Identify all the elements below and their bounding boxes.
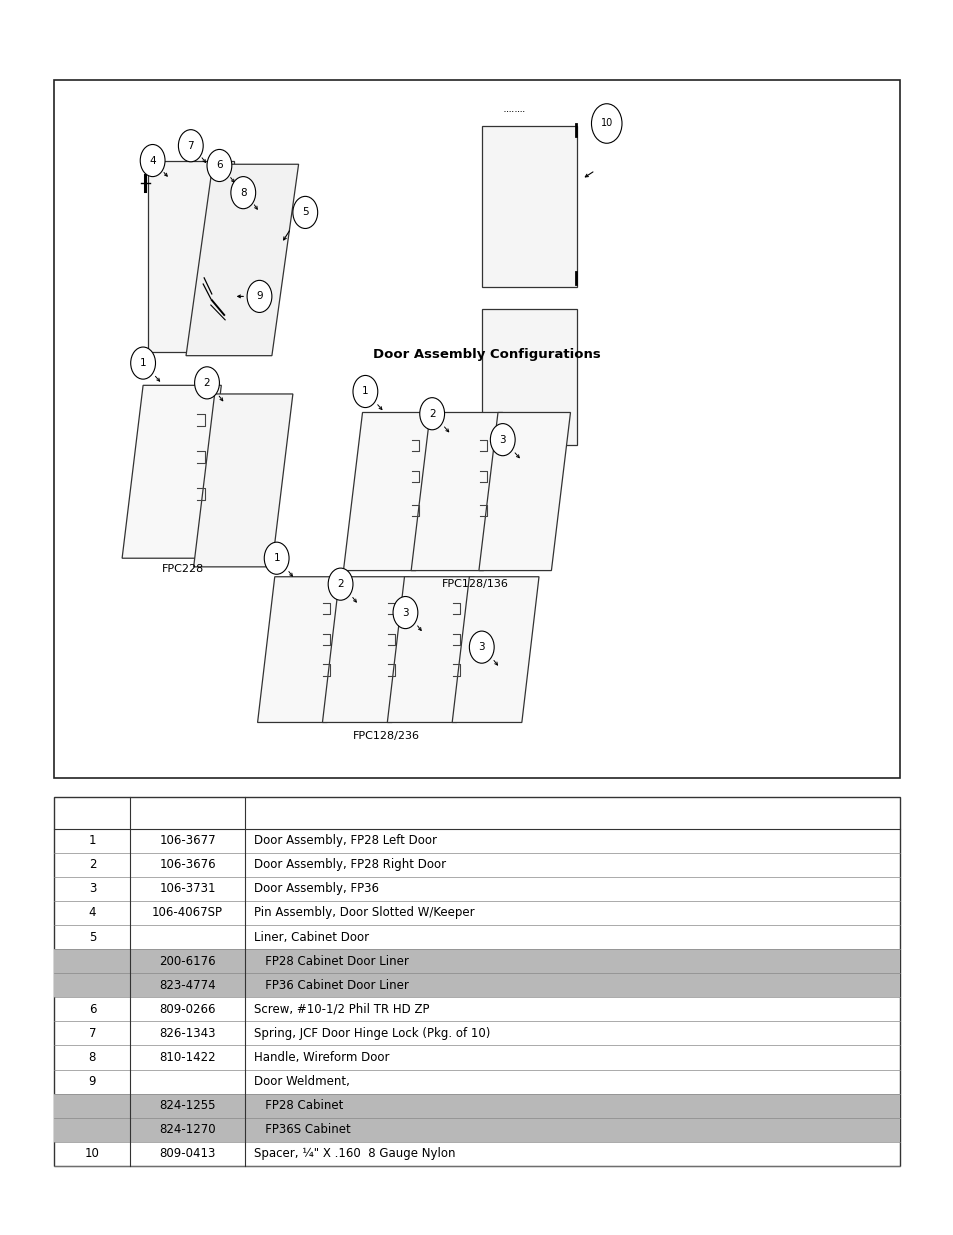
Text: 9: 9: [256, 291, 262, 301]
Text: FPC128/236: FPC128/236: [353, 731, 419, 741]
Bar: [54, 950, 899, 973]
Polygon shape: [481, 126, 577, 287]
Bar: [54, 797, 899, 1166]
Text: Pin Assembly, Door Slotted W/Keeper: Pin Assembly, Door Slotted W/Keeper: [253, 906, 475, 920]
Circle shape: [419, 398, 444, 430]
Circle shape: [490, 424, 515, 456]
Text: 824-1270: 824-1270: [159, 1123, 215, 1136]
Text: 1: 1: [89, 834, 96, 847]
Circle shape: [131, 347, 155, 379]
Polygon shape: [122, 385, 221, 558]
Polygon shape: [478, 412, 570, 571]
Circle shape: [393, 597, 417, 629]
Text: FP36 Cabinet Door Liner: FP36 Cabinet Door Liner: [253, 978, 409, 992]
Text: 1: 1: [140, 358, 146, 368]
Text: 4: 4: [89, 906, 96, 920]
Text: 7: 7: [188, 141, 193, 151]
Text: 6: 6: [216, 161, 222, 170]
Polygon shape: [322, 577, 409, 722]
Bar: [54, 80, 899, 778]
Polygon shape: [257, 577, 344, 722]
Text: 3: 3: [402, 608, 408, 618]
Text: 2: 2: [429, 409, 435, 419]
Polygon shape: [387, 577, 474, 722]
Circle shape: [207, 149, 232, 182]
Text: Handle, Wireform Door: Handle, Wireform Door: [253, 1051, 389, 1065]
Circle shape: [469, 631, 494, 663]
Text: 7: 7: [89, 1026, 96, 1040]
Text: Liner, Cabinet Door: Liner, Cabinet Door: [253, 930, 369, 944]
Circle shape: [591, 104, 621, 143]
Text: 2: 2: [337, 579, 343, 589]
Text: 106-3676: 106-3676: [159, 858, 215, 872]
Text: FP28 Cabinet: FP28 Cabinet: [253, 1099, 343, 1113]
Text: Spacer, ¼" X .160  8 Gauge Nylon: Spacer, ¼" X .160 8 Gauge Nylon: [253, 1147, 456, 1161]
Text: 8: 8: [240, 188, 246, 198]
Text: 809-0266: 809-0266: [159, 1003, 215, 1016]
Text: 1: 1: [274, 553, 279, 563]
Text: 826-1343: 826-1343: [159, 1026, 215, 1040]
Text: 3: 3: [499, 435, 505, 445]
Polygon shape: [148, 161, 233, 352]
Circle shape: [293, 196, 317, 228]
Circle shape: [328, 568, 353, 600]
Text: 2: 2: [204, 378, 210, 388]
Text: 3: 3: [478, 642, 484, 652]
Circle shape: [178, 130, 203, 162]
Text: 106-4067SP: 106-4067SP: [152, 906, 223, 920]
Polygon shape: [411, 412, 502, 571]
Text: 8: 8: [89, 1051, 96, 1065]
Polygon shape: [193, 394, 293, 567]
Text: 1: 1: [362, 387, 368, 396]
Text: Door Assembly, FP36: Door Assembly, FP36: [253, 882, 378, 895]
Bar: [54, 1094, 899, 1118]
Text: 6: 6: [89, 1003, 96, 1016]
Text: Screw, #10-1/2 Phil TR HD ZP: Screw, #10-1/2 Phil TR HD ZP: [253, 1003, 429, 1016]
Text: 5: 5: [302, 207, 308, 217]
Polygon shape: [481, 309, 577, 445]
Text: 809-0413: 809-0413: [159, 1147, 215, 1161]
Text: FP36S Cabinet: FP36S Cabinet: [253, 1123, 351, 1136]
Polygon shape: [186, 164, 298, 356]
Circle shape: [264, 542, 289, 574]
Text: 10: 10: [85, 1147, 100, 1161]
Circle shape: [353, 375, 377, 408]
Text: Door Assembly Configurations: Door Assembly Configurations: [373, 348, 599, 361]
Text: 4: 4: [150, 156, 155, 165]
Bar: [54, 1118, 899, 1142]
Text: 2: 2: [89, 858, 96, 872]
Text: 200-6176: 200-6176: [159, 955, 215, 968]
Text: Door Assembly, FP28 Left Door: Door Assembly, FP28 Left Door: [253, 834, 436, 847]
Text: 3: 3: [89, 882, 96, 895]
Text: FP28 Cabinet Door Liner: FP28 Cabinet Door Liner: [253, 955, 409, 968]
Text: Door Assembly, FP28 Right Door: Door Assembly, FP28 Right Door: [253, 858, 446, 872]
Polygon shape: [343, 412, 435, 571]
Bar: [54, 973, 899, 998]
Text: 9: 9: [89, 1074, 96, 1088]
Circle shape: [194, 367, 219, 399]
Text: FPC128/136: FPC128/136: [441, 579, 508, 589]
Circle shape: [247, 280, 272, 312]
Text: Door Weldment,: Door Weldment,: [253, 1074, 350, 1088]
Text: 824-1255: 824-1255: [159, 1099, 215, 1113]
Text: FPC228: FPC228: [162, 564, 204, 574]
Circle shape: [231, 177, 255, 209]
Text: 106-3731: 106-3731: [159, 882, 215, 895]
Circle shape: [140, 144, 165, 177]
Text: 106-3677: 106-3677: [159, 834, 215, 847]
Text: 5: 5: [89, 930, 96, 944]
Text: 810-1422: 810-1422: [159, 1051, 215, 1065]
Polygon shape: [452, 577, 538, 722]
Text: Spring, JCF Door Hinge Lock (Pkg. of 10): Spring, JCF Door Hinge Lock (Pkg. of 10): [253, 1026, 490, 1040]
Text: 823-4774: 823-4774: [159, 978, 215, 992]
Text: 10: 10: [600, 119, 612, 128]
